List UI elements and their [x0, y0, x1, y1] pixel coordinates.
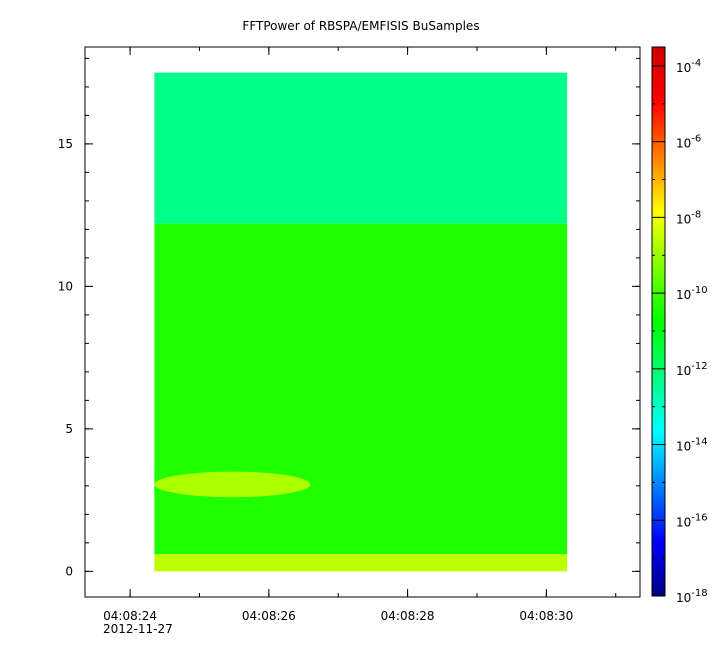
- colorbar-tick-label: 10-14: [676, 437, 708, 454]
- x-tick-label: 04:08:30: [519, 609, 573, 623]
- heatmap-region-2: [154, 471, 311, 498]
- colorbar-tick-label: 10-18: [676, 588, 708, 605]
- colorbar-tick-label: 10-4: [676, 58, 701, 75]
- chart-title: FFTPower of RBSPA/EMFISIS BuSamples: [242, 19, 479, 33]
- y-tick-label: 15: [58, 137, 73, 151]
- colorbar: [651, 46, 666, 597]
- colorbar-tick-label: 10-12: [676, 361, 708, 378]
- heatmap-region-0: [154, 72, 568, 224]
- x-tick-label: 04:08:28: [381, 609, 435, 623]
- colorbar-axis: 10-4 10-6 10-8 10-10 10-12 10-14 10-16 10-18: [652, 58, 708, 605]
- colorbar-tick-label: 10-8: [676, 209, 701, 226]
- x-tick-label: 04:08:24: [103, 609, 157, 623]
- heatmap-region-3: [154, 554, 568, 572]
- x-axis-date-label: 2012-11-27: [103, 622, 173, 636]
- y-axis: 0 5 10 15: [58, 57, 640, 578]
- colorbar-tick-label: 10-10: [676, 285, 708, 302]
- colorbar-tick-label: 10-6: [676, 134, 701, 151]
- x-tick-label: 04:08:26: [242, 609, 296, 623]
- heatmap-region-1: [154, 223, 568, 555]
- y-tick-label: 10: [58, 279, 73, 293]
- x-axis: 04:08:24 04:08:26 04:08:28 04:08:30: [103, 47, 617, 623]
- y-tick-label: 5: [65, 422, 73, 436]
- heatmap-layer: [154, 72, 568, 572]
- colorbar-tick-label: 10-16: [676, 512, 708, 529]
- y-tick-label: 0: [65, 564, 73, 578]
